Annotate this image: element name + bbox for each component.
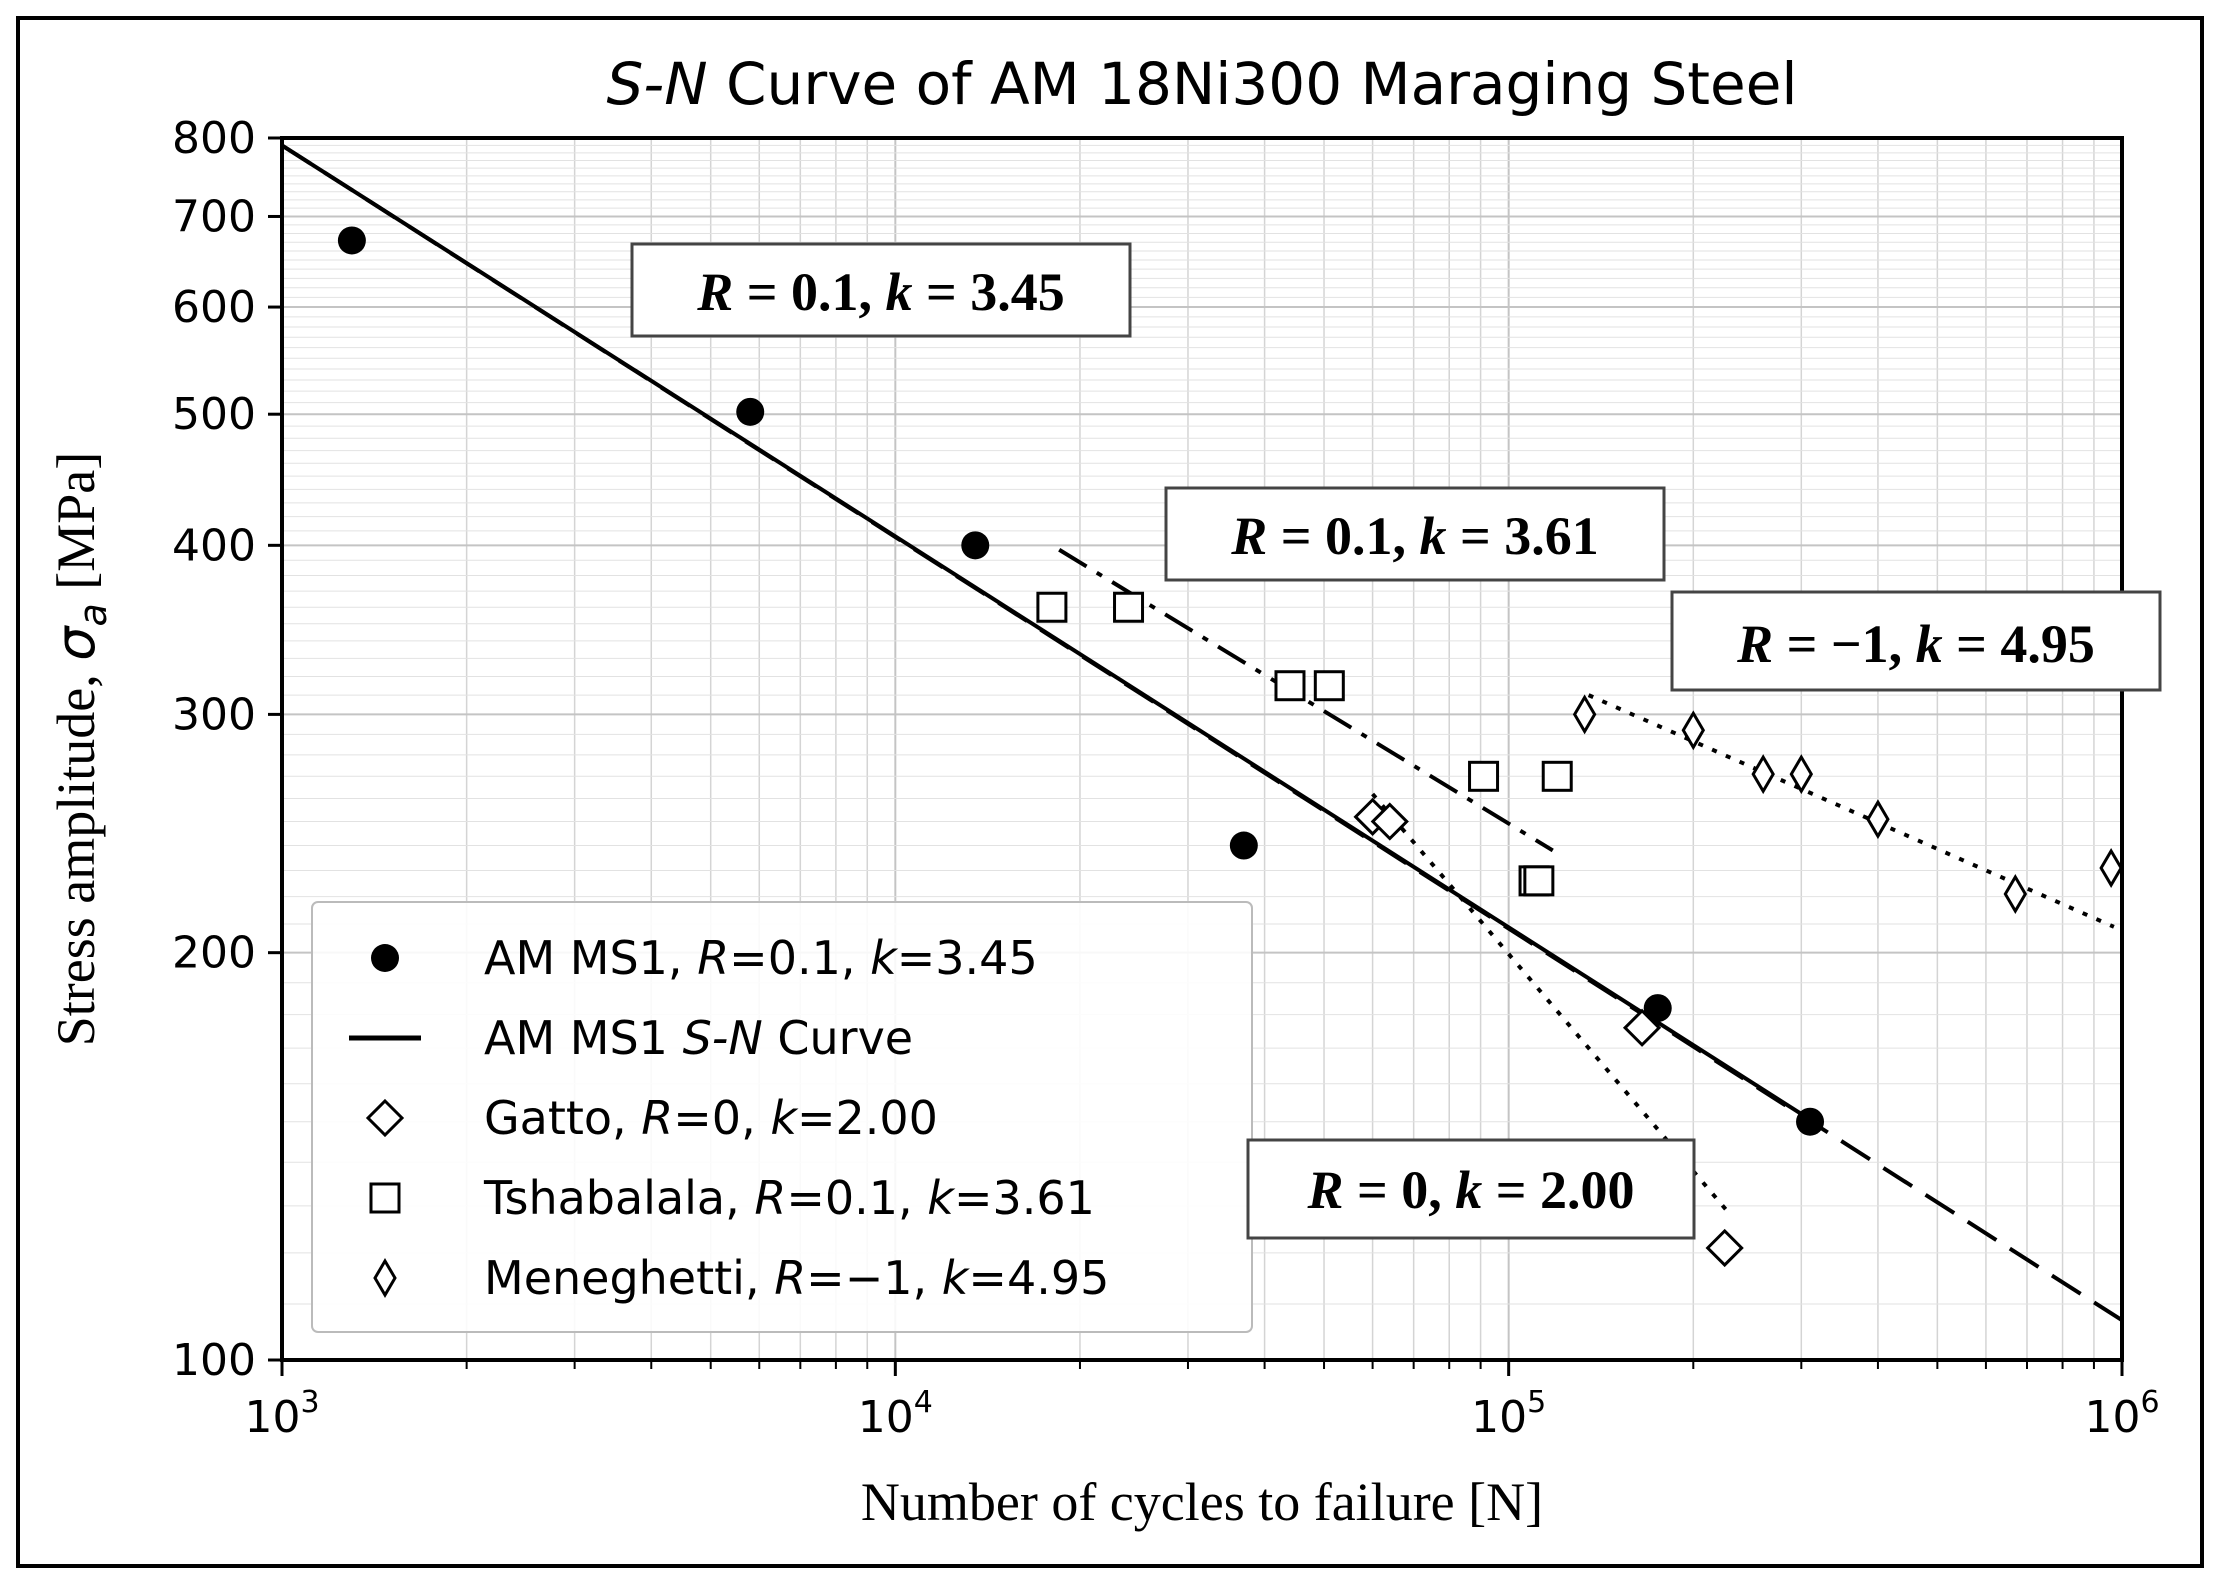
legend-marker <box>371 944 399 972</box>
ms1-sn-curve-line <box>280 143 1803 1116</box>
gatto-data-point <box>1622 1008 1662 1047</box>
legend-marker <box>373 1258 397 1298</box>
legend-label: Gatto, R=0, k=2.00 <box>484 1091 938 1145</box>
y-tick-label: 800 <box>172 113 256 164</box>
tshabalala-data-point <box>1036 591 1068 623</box>
y-tick-label: 100 <box>172 1335 256 1386</box>
y-tick-label: 700 <box>172 191 256 242</box>
plot-area-border <box>280 136 2124 1362</box>
legend-label: Tshabalala, R=0.1, k=3.61 <box>483 1171 1095 1225</box>
ms1-data-point <box>1229 831 1258 860</box>
meneghetti-data-point <box>2003 874 2028 914</box>
y-tick-label: 300 <box>172 689 256 740</box>
meneghetti-data-point <box>1866 799 1890 840</box>
annotation-gatto: R = 0, k = 2.00 <box>1246 1138 1696 1240</box>
ms1-data-point <box>1643 994 1672 1023</box>
annotation-box <box>1670 590 2162 692</box>
legend-marker <box>365 1098 405 1138</box>
y-tick-label: 200 <box>172 928 256 979</box>
ms1-data-point <box>1796 1107 1825 1136</box>
tshabalala-fit-line <box>1058 548 1554 853</box>
meneghetti-data-point <box>1751 754 1775 795</box>
meneghetti-data-point <box>1572 694 1597 735</box>
annotation-box <box>630 242 1132 338</box>
legend-item-gatto: Gatto, R=0, k=2.00 <box>365 1091 938 1145</box>
y-axis-label: Stress amplitude, σa [MPa] <box>44 452 115 1046</box>
annotation-ms1: R = 0.1, k = 3.45 <box>630 242 1132 338</box>
gatto-data-point <box>1705 1228 1744 1268</box>
meneghetti-data-point <box>2099 848 2123 888</box>
annotation-meneghetti: R = −1, k = 4.95 <box>1670 590 2162 692</box>
meneghetti-fit-line <box>1587 693 2115 929</box>
tshabalala-data-point <box>1313 670 1345 702</box>
legend-label: Meneghetti, R=−1, k=4.95 <box>484 1251 1109 1305</box>
meneghetti-data-point <box>1789 754 1814 795</box>
ms1-data-point <box>961 531 990 560</box>
legend-marker <box>369 1182 401 1214</box>
legend-label: AM MS1 S-N Curve <box>484 1011 913 1065</box>
x-tick-label: 103 <box>244 1385 319 1443</box>
tshabalala-data-point <box>1113 591 1145 623</box>
axis-ticks: 103 104 105 106 100 200 300 400 500 600 700 800 <box>172 113 2160 1443</box>
annotation-box <box>1164 486 1666 582</box>
annotation-text: R = −1, k = 4.95 <box>1736 614 2095 674</box>
tshabalala-data-point <box>1274 670 1306 702</box>
x-axis-label: Number of cycles to failure [N] <box>861 1472 1543 1532</box>
annotation-text: R = 0.1, k = 3.61 <box>1230 506 1599 566</box>
x-tick-label: 104 <box>858 1385 933 1443</box>
annotations: R = 0.1, k = 3.45 R = 0.1, k = 3.61 R = −1… <box>630 242 2162 1240</box>
ms1-data-point <box>736 397 765 426</box>
x-tick-label: 106 <box>2084 1385 2159 1443</box>
annotation-box <box>1246 1138 1696 1240</box>
legend-box <box>311 901 1253 1333</box>
data-markers <box>337 226 2123 1268</box>
legend-item-tshabalala: Tshabalala, R=0.1, k=3.61 <box>369 1171 1095 1225</box>
y-tick-label: 500 <box>172 389 256 440</box>
legend: AM MS1, R=0.1, k=3.45 AM MS1 S-N Curve Gat… <box>311 901 1253 1333</box>
legend-item-ms1: AM MS1, R=0.1, k=3.45 <box>371 931 1038 985</box>
annotation-text: R = 0, k = 2.00 <box>1306 1160 1634 1220</box>
annotation-text: R = 0.1, k = 3.45 <box>696 262 1065 322</box>
tshabalala-data-point <box>1523 865 1555 897</box>
chart-title: S-N Curve of AM 18Ni300 Maraging Steel <box>606 50 1797 118</box>
y-tick-label: 600 <box>172 282 256 333</box>
legend-label: AM MS1, R=0.1, k=3.45 <box>484 931 1038 985</box>
tshabalala-data-point <box>1468 760 1500 792</box>
y-tick-label: 400 <box>172 520 256 571</box>
ms1-data-point <box>337 226 366 255</box>
x-tick-label: 105 <box>1471 1385 1546 1443</box>
meneghetti-data-point <box>1681 710 1706 751</box>
tshabalala-data-point <box>1541 760 1573 792</box>
legend-item-meneghetti: Meneghetti, R=−1, k=4.95 <box>373 1251 1109 1305</box>
legend-item-ms1-curve: AM MS1 S-N Curve <box>349 1011 913 1065</box>
gatto-data-point <box>1370 802 1409 841</box>
gatto-fit-line <box>1371 792 1733 1217</box>
annotation-tshabalala: R = 0.1, k = 3.61 <box>1164 486 1666 582</box>
